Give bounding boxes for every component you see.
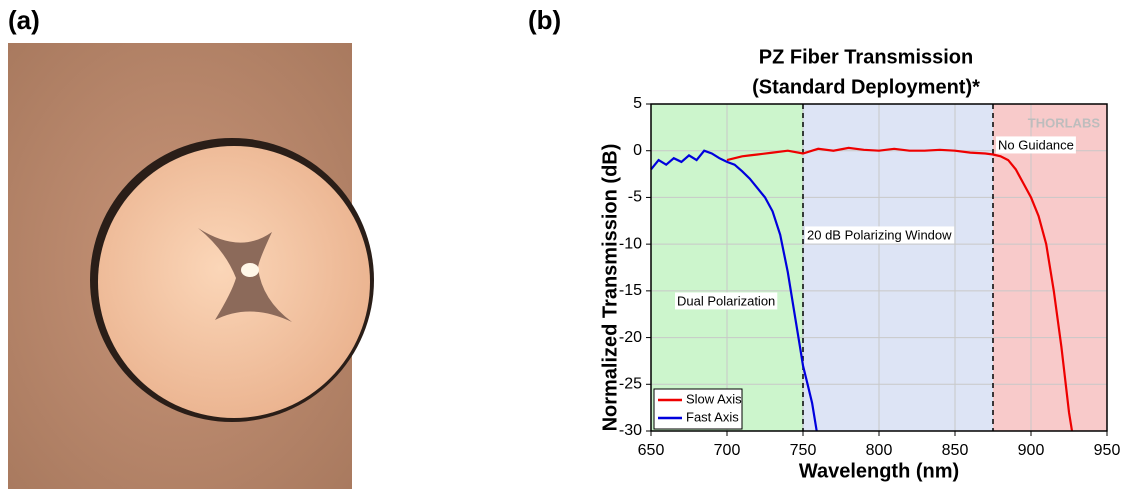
y-tick-label: -25 <box>619 376 642 393</box>
annotation: No Guidance <box>998 137 1074 152</box>
region <box>803 104 993 431</box>
x-tick-label: 900 <box>1018 442 1045 459</box>
annotation-bg <box>996 136 1076 154</box>
annotation: Dual Polarization <box>677 293 775 308</box>
watermark: THORLABS <box>1028 115 1101 130</box>
y-tick-label: -10 <box>619 235 642 252</box>
y-tick-label: -20 <box>619 329 642 346</box>
y-tick-label: -30 <box>619 422 642 439</box>
x-tick-label: 950 <box>1094 442 1121 459</box>
y-tick-label: -15 <box>619 282 642 299</box>
x-tick-label: 850 <box>942 442 969 459</box>
fiber-photo <box>8 43 374 489</box>
x-tick-label: 750 <box>790 442 817 459</box>
line <box>650 149 818 432</box>
annotation-bg <box>675 292 778 310</box>
x-tick-label: 650 <box>638 442 665 459</box>
y-tick-label: -5 <box>628 189 642 206</box>
legend-label: Fast Axis <box>686 409 739 424</box>
y-tick-label: 0 <box>633 142 642 159</box>
legend-box <box>653 388 743 430</box>
y-axis-label: Normalized Transmission (dB) <box>599 144 621 432</box>
chart-title: PZ Fiber Transmission <box>759 46 974 68</box>
x-tick-label: 800 <box>866 442 893 459</box>
panel-label: (a) <box>8 5 40 35</box>
line <box>726 146 1074 432</box>
x-tick-label: 700 <box>714 442 741 459</box>
annotation: 20 dB Polarizing Window <box>807 227 952 242</box>
legend-label: Slow Axis <box>686 391 742 406</box>
x-axis-label: Wavelength (nm) <box>799 460 959 482</box>
chart-subtitle: (Standard Deployment)* <box>752 76 980 98</box>
annotation-bg <box>805 226 955 244</box>
y-tick-label: 5 <box>633 95 642 112</box>
panel-label: (b) <box>528 5 561 35</box>
